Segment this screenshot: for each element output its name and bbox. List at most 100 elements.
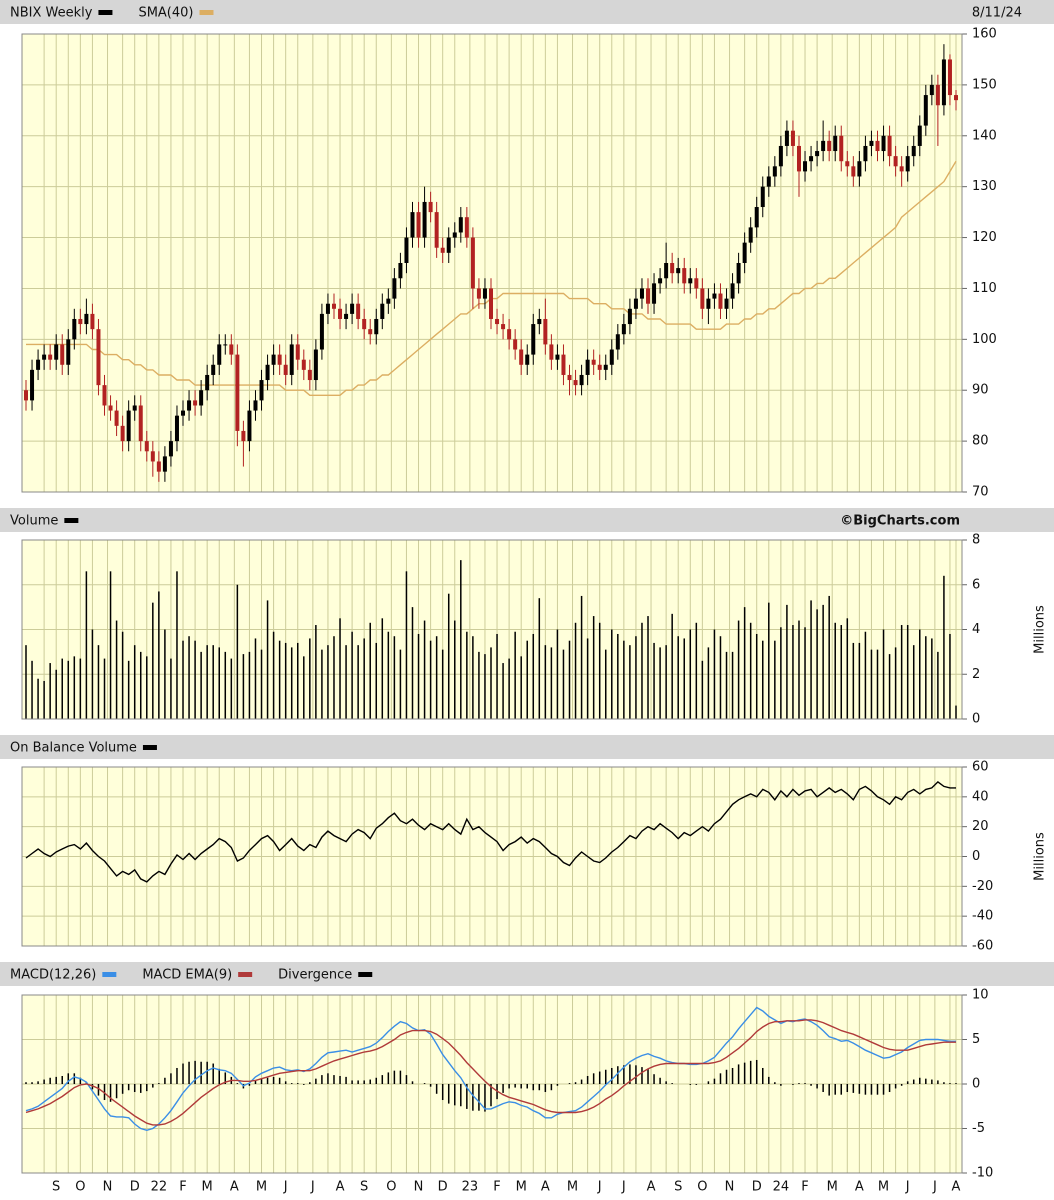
macd-line — [25, 1019, 956, 1126]
candle-body — [537, 318, 542, 325]
x-tick-label: 23 — [462, 1180, 479, 1195]
volume-bar — [598, 622, 601, 719]
volume-bar — [176, 571, 178, 719]
candle-body — [670, 263, 675, 274]
divergence-bar — [152, 1084, 154, 1088]
volume-bar — [894, 647, 897, 719]
candle-body — [905, 156, 910, 172]
volume-bar — [514, 631, 516, 719]
divergence-bar — [574, 1082, 577, 1084]
volume-bar — [194, 640, 196, 719]
candle-body — [392, 278, 397, 299]
candle-body — [833, 135, 838, 152]
divergence-bar — [309, 1082, 311, 1084]
volume-bar — [526, 640, 528, 719]
y-tick-label: 5 — [972, 1032, 980, 1047]
y-tick-label: 4 — [972, 622, 980, 637]
legend-swatch — [199, 10, 214, 15]
candle-body — [36, 359, 41, 370]
candle-body — [845, 161, 850, 167]
divergence-bar — [357, 1080, 359, 1084]
candle-body — [676, 268, 681, 274]
candle-body — [688, 278, 693, 284]
volume-bar — [635, 636, 637, 719]
x-tick-label: M — [256, 1180, 267, 1195]
volume-bar — [278, 640, 281, 719]
divergence-bar — [665, 1081, 667, 1084]
volume-bar — [399, 649, 402, 719]
candle-body — [567, 374, 572, 381]
divergence-bar — [617, 1066, 619, 1084]
divergence-bar — [949, 1083, 951, 1084]
divergence-bar — [490, 1084, 492, 1107]
candle-body — [682, 268, 687, 284]
divergence-bar — [852, 1084, 855, 1093]
volume-bar — [713, 629, 716, 719]
volume-bar — [943, 575, 945, 719]
divergence-bar — [943, 1082, 945, 1084]
volume-bar — [484, 654, 486, 719]
candle-body — [935, 84, 940, 106]
volume-bar — [659, 647, 661, 719]
legend-label: MACD(12,26) — [10, 968, 96, 983]
divergence-bar — [139, 1084, 142, 1093]
volume-bar — [109, 571, 112, 719]
x-tick-label: A — [230, 1180, 239, 1195]
x-tick-label: A — [855, 1180, 864, 1195]
candle-body — [609, 349, 614, 365]
candle-body — [440, 247, 445, 253]
volume-bar — [931, 638, 933, 719]
candle-body — [700, 288, 705, 309]
candle-body — [48, 354, 53, 360]
candle-body — [724, 298, 729, 309]
candle-body — [476, 288, 481, 299]
candle-body — [543, 318, 548, 345]
volume-bar — [417, 633, 420, 719]
panel-header — [0, 508, 1054, 532]
x-tick-label: A — [541, 1180, 550, 1195]
chart-date: 8/11/24 — [972, 6, 1022, 21]
divergence-bar — [834, 1084, 836, 1095]
volume-bar — [502, 663, 504, 719]
volume-bar — [949, 633, 951, 719]
volume-bar — [152, 602, 154, 719]
y-tick-label: 8 — [972, 533, 980, 548]
divergence-bar — [224, 1072, 227, 1084]
volume-bar — [532, 633, 535, 719]
candle-body — [253, 400, 258, 411]
candle-body — [531, 324, 536, 355]
volume-bar — [846, 618, 849, 719]
candle-body — [501, 324, 506, 330]
volume-bar — [604, 649, 607, 719]
volume-bar — [858, 642, 861, 719]
x-tick-label: O — [75, 1180, 85, 1195]
candle-body — [90, 313, 95, 330]
volume-bar — [266, 600, 269, 719]
y-tick-label: -60 — [972, 939, 993, 954]
candle-body — [796, 145, 801, 172]
candle-body — [150, 451, 155, 462]
candle-body — [386, 298, 391, 304]
volume-bar — [834, 622, 836, 719]
volume-bar — [212, 645, 214, 719]
divergence-bar — [888, 1084, 891, 1093]
volume-bar — [906, 625, 909, 719]
volume-bar — [617, 633, 619, 719]
divergence-bar — [327, 1073, 329, 1084]
divergence-bar — [206, 1061, 208, 1084]
candle-body — [718, 293, 723, 309]
divergence-bar — [260, 1078, 263, 1084]
candle-body — [507, 329, 512, 340]
candle-body — [162, 456, 167, 472]
candle-body — [464, 217, 469, 238]
volume-bar — [333, 636, 335, 719]
candle-body — [470, 237, 475, 289]
candle-body — [96, 329, 101, 386]
volume-bar — [164, 629, 166, 719]
obv-line — [25, 780, 956, 883]
candle-body — [422, 201, 427, 238]
volume-bar — [127, 660, 130, 719]
volume-bar — [568, 640, 571, 719]
y-tick-label: 130 — [972, 179, 997, 194]
volume-bar — [321, 649, 323, 719]
